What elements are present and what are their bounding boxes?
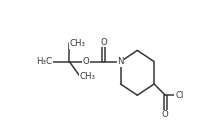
Text: N: N [117,57,124,66]
Text: Cl: Cl [175,91,183,100]
Text: H₃C: H₃C [37,57,53,66]
Text: CH₃: CH₃ [69,39,85,48]
Text: O: O [100,38,107,46]
Text: CH₃: CH₃ [80,72,96,81]
Text: O: O [83,57,90,66]
Text: O: O [162,110,169,119]
